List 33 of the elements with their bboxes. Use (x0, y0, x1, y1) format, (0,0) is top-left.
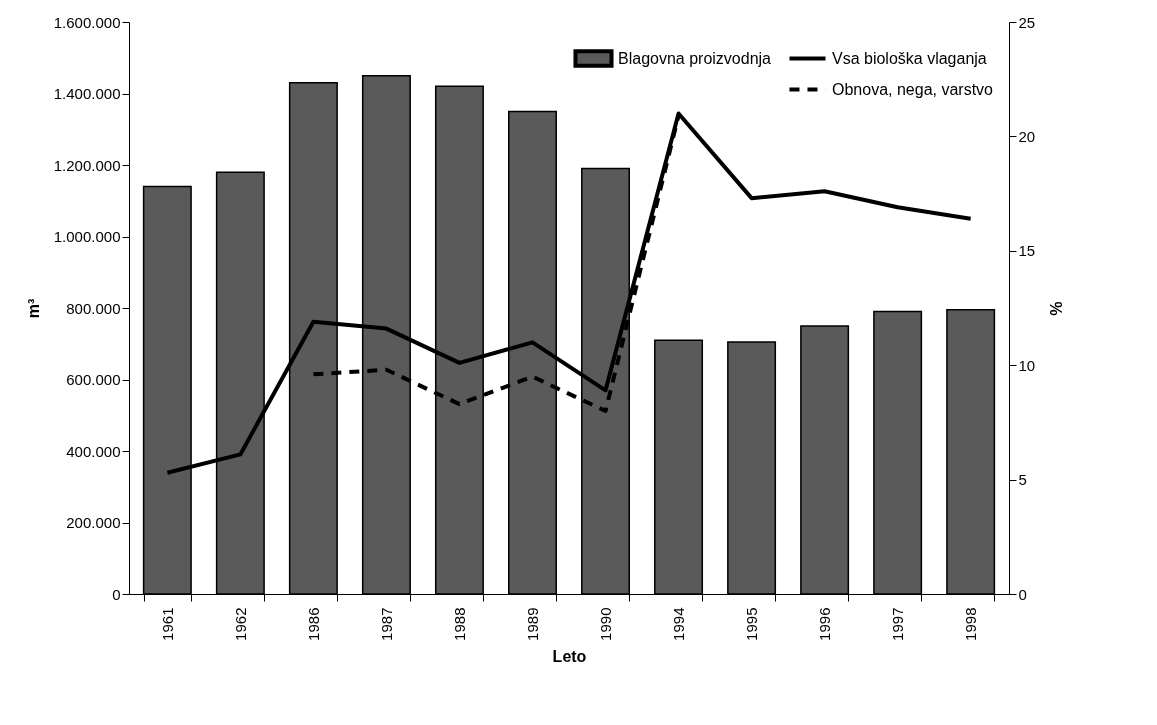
y-tick-label: 400.000 (66, 442, 121, 460)
y-axis-title: m³ (24, 298, 42, 319)
legend-label: Vsa biološka vlaganja (832, 49, 987, 67)
x-axis-title: Leto (552, 647, 587, 665)
y-tick-label: 600.000 (66, 371, 121, 388)
x-tick-label: 1995 (743, 607, 761, 641)
x-tick-label: 1989 (523, 607, 541, 641)
x-tick-label: 1996 (816, 607, 834, 641)
x-tick-label: 1994 (670, 607, 688, 641)
y-tick-label: 800.000 (66, 299, 121, 317)
y-tick-label: 200.000 (66, 514, 121, 531)
y2-tick-label: 5 (1018, 471, 1027, 489)
x-tick-label: 1998 (962, 607, 980, 641)
y2-tick-label: 0 (1018, 585, 1027, 603)
y-tick-label: 1.600.000 (53, 13, 121, 31)
x-tick-label: 1986 (304, 607, 322, 641)
y2-tick-label: 20 (1018, 127, 1036, 145)
legend-label: Obnova, nega, varstvo (832, 80, 994, 98)
y-tick-label: 0 (112, 585, 121, 603)
y-tick-label: 1.000.000 (53, 228, 121, 245)
legend-label: Blagovna proizvodnja (618, 49, 772, 67)
y-tick-label: 1.200.000 (53, 156, 121, 174)
x-tick-label: 1987 (377, 607, 395, 641)
x-tick-label: 1990 (597, 607, 615, 641)
y2-tick-label: 10 (1018, 356, 1036, 374)
y2-tick-label: 25 (1018, 13, 1036, 31)
y2-tick-label: 15 (1018, 242, 1036, 260)
x-tick-label: 1997 (889, 607, 907, 641)
y2-axis-title: % (1047, 301, 1065, 316)
x-tick-label: 1962 (231, 607, 249, 641)
y-tick-label: 1.400.000 (53, 85, 121, 102)
x-tick-label: 1961 (158, 607, 176, 641)
x-tick-label: 1988 (450, 607, 468, 641)
